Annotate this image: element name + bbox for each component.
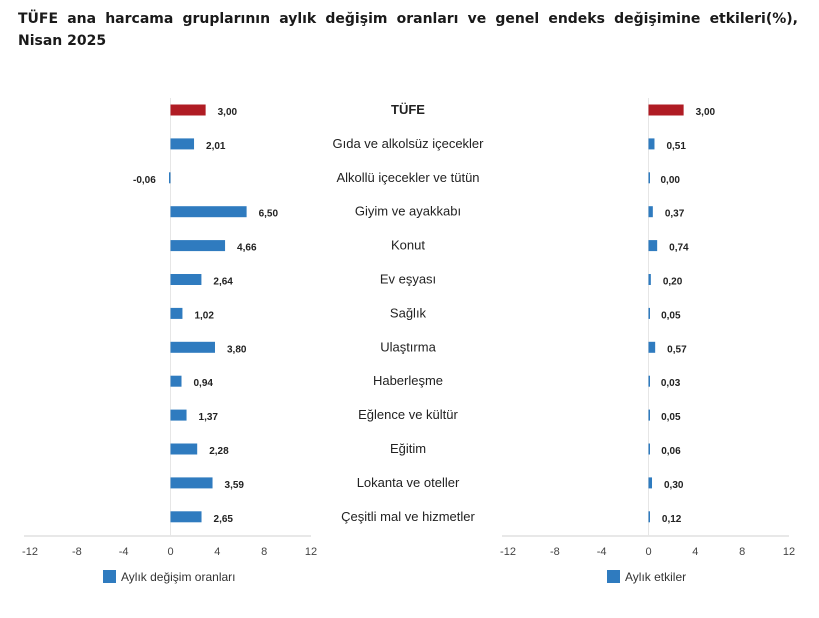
bar-effect — [648, 443, 650, 455]
bar-change — [170, 104, 206, 116]
category-label: Eğitim — [390, 441, 426, 456]
value-label: 0,20 — [663, 277, 683, 288]
bar-change — [170, 443, 198, 455]
category-label: Haberleşme — [373, 373, 443, 388]
value-label: 0,00 — [661, 175, 681, 186]
value-label: 2,65 — [214, 514, 234, 525]
bar-change — [170, 206, 247, 218]
bar-effect — [648, 206, 653, 218]
value-label: 1,02 — [194, 310, 214, 321]
legend-label: Aylık değişim oranları — [121, 570, 236, 584]
category-label: Konut — [391, 238, 425, 253]
category-label: TÜFE — [391, 102, 425, 117]
x-tick-label: -8 — [72, 546, 82, 558]
bar-effect — [648, 138, 655, 150]
value-label: 0,94 — [194, 378, 214, 389]
chart-title: TÜFE ana harcama gruplarının aylık değiş… — [18, 11, 798, 49]
value-label: 0,57 — [667, 344, 687, 355]
bar-effect — [648, 477, 653, 489]
bar-effect — [648, 274, 651, 285]
x-tick-label: 8 — [739, 546, 745, 558]
value-label: 0,05 — [661, 412, 681, 423]
value-label: 0,03 — [661, 378, 681, 389]
bar-change — [170, 307, 183, 319]
value-label: 0,74 — [669, 243, 689, 254]
bar-change — [170, 341, 215, 353]
x-tick-label: -4 — [119, 546, 129, 558]
legend-swatch — [103, 570, 116, 583]
x-tick-label: -12 — [500, 546, 516, 558]
bar-effect — [648, 409, 650, 421]
legend-swatch — [607, 570, 620, 583]
value-label: 0,51 — [666, 141, 686, 152]
bar-effect — [648, 511, 650, 523]
x-tick-label: 4 — [214, 546, 220, 558]
legend-label: Aylık etkiler — [625, 570, 686, 584]
value-label: 2,64 — [213, 277, 233, 288]
category-label: Ulaştırma — [380, 339, 436, 354]
value-label: 3,00 — [218, 107, 238, 118]
bar-effect — [648, 375, 650, 387]
category-label: Ev eşyası — [380, 272, 436, 287]
x-tick-label: 0 — [167, 546, 173, 558]
bar-change — [170, 138, 195, 150]
value-label: 1,37 — [199, 412, 219, 423]
value-label: 3,80 — [227, 344, 247, 355]
value-label: 0,05 — [661, 310, 681, 321]
category-label: Giyim ve ayakkabı — [355, 204, 461, 219]
value-label: 3,00 — [696, 107, 716, 118]
category-label: Alkollü içecekler ve tütün — [336, 170, 479, 185]
value-label: -0,06 — [133, 175, 156, 186]
x-tick-label: 12 — [305, 546, 317, 558]
category-label: Eğlence ve kültür — [358, 407, 458, 422]
category-label: Sağlık — [390, 305, 427, 320]
bar-change — [170, 240, 226, 252]
bar-change — [169, 172, 171, 184]
bar-change — [170, 409, 187, 421]
value-label: 0,12 — [662, 514, 682, 525]
value-label: 0,37 — [665, 209, 685, 220]
value-label: 2,28 — [209, 446, 229, 457]
x-tick-label: -12 — [22, 546, 38, 558]
value-label: 6,50 — [259, 209, 279, 220]
bar-change — [170, 274, 202, 285]
x-tick-label: 4 — [692, 546, 698, 558]
x-tick-label: 0 — [645, 546, 651, 558]
value-label: 3,59 — [225, 480, 245, 491]
value-label: 2,01 — [206, 141, 226, 152]
bar-change — [170, 477, 213, 489]
value-label: 0,06 — [661, 446, 681, 457]
x-tick-label: -4 — [597, 546, 607, 558]
bar-change — [170, 511, 202, 523]
bar-change — [170, 375, 182, 387]
category-label: Çeşitli mal ve hizmetler — [341, 509, 475, 524]
bar-effect — [648, 104, 684, 116]
bar-effect — [648, 341, 656, 353]
value-label: 0,30 — [664, 480, 684, 491]
x-tick-label: -8 — [550, 546, 560, 558]
category-label: Lokanta ve oteller — [357, 475, 460, 490]
bar-effect — [648, 240, 658, 252]
value-label: 4,66 — [237, 243, 257, 254]
bar-effect — [648, 172, 650, 184]
x-tick-label: 12 — [783, 546, 795, 558]
category-label: Gıda ve alkolsüz içecekler — [332, 136, 484, 151]
x-tick-label: 8 — [261, 546, 267, 558]
bar-effect — [648, 307, 650, 319]
